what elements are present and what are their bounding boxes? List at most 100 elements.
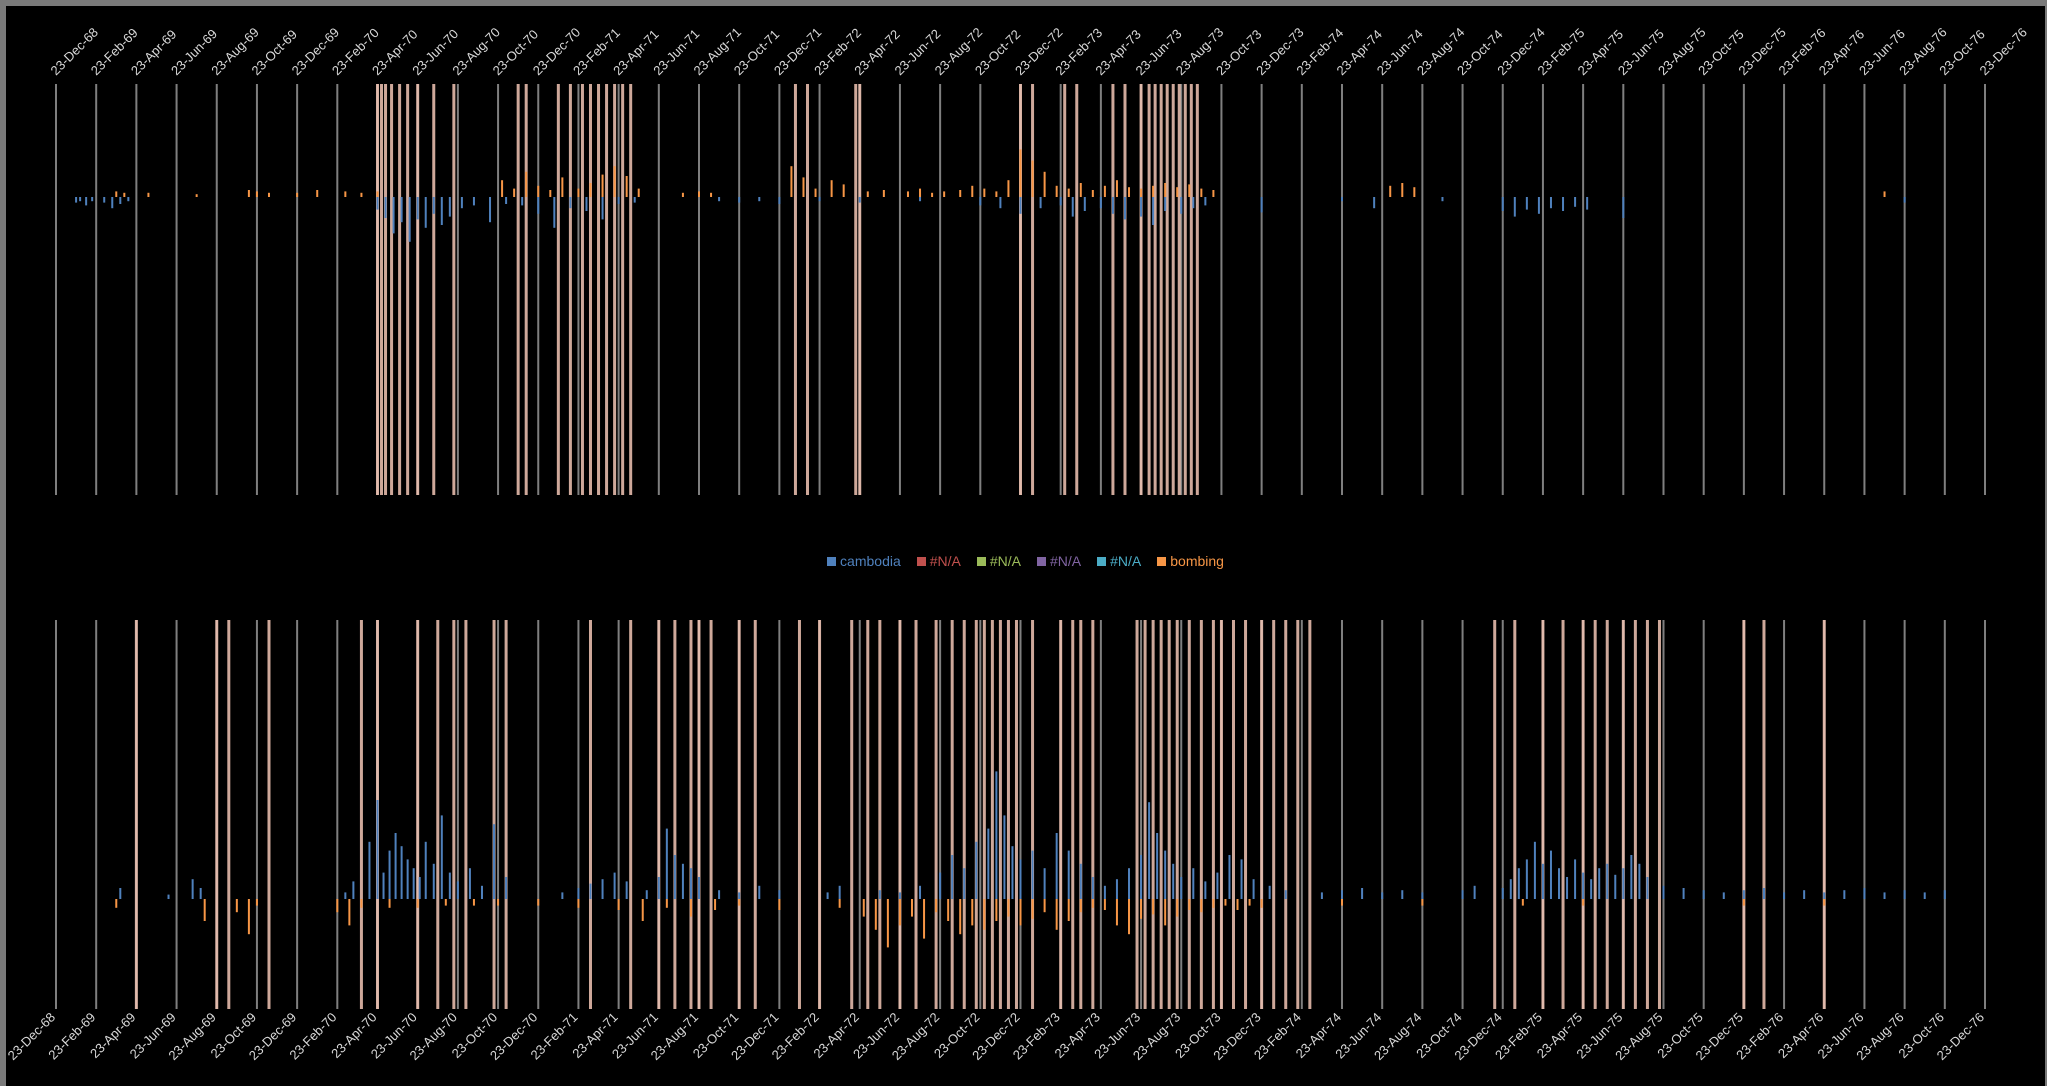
bar-cambodia: [999, 197, 1002, 209]
bar-cambodia: [79, 197, 82, 202]
bar-cambodia: [432, 197, 435, 214]
bar-cambodia: [778, 890, 781, 899]
bar-bombing: [1401, 183, 1404, 197]
highlight-band: [1135, 620, 1139, 1009]
bar-cambodia: [376, 800, 379, 899]
highlight-band: [464, 620, 468, 1009]
bar-cambodia: [521, 197, 524, 206]
bar-cambodia: [975, 841, 978, 899]
bar-cambodia: [1204, 197, 1207, 206]
legend-label: #N/A: [989, 553, 1021, 569]
legend-label: cambodia: [840, 553, 901, 569]
highlight-band: [982, 620, 986, 1009]
bar-cambodia: [1228, 855, 1231, 899]
bar-cambodia: [617, 197, 620, 204]
highlight-band: [793, 84, 797, 495]
bar-cambodia: [1180, 197, 1183, 214]
bar-bombing: [923, 899, 926, 939]
bar-cambodia: [1111, 197, 1114, 214]
bottom-chart: 23-Dec-6823-Feb-6923-Apr-6923-Jun-6923-A…: [6, 620, 1987, 1063]
highlight-band: [1143, 620, 1147, 1009]
bar-cambodia: [601, 197, 604, 220]
bar-bombing: [995, 899, 998, 921]
bar-cambodia: [1574, 859, 1577, 899]
bar-bombing: [1091, 190, 1094, 197]
bar-bombing: [1742, 899, 1745, 906]
bar-cambodia: [681, 863, 684, 899]
highlight-band: [878, 620, 882, 1009]
bar-cambodia: [979, 197, 982, 206]
bar-bombing: [255, 191, 258, 197]
highlight-band: [384, 84, 388, 495]
bar-bombing: [778, 899, 781, 910]
highlight-band: [1111, 84, 1115, 495]
bar-cambodia: [645, 890, 648, 899]
bar-cambodia: [1638, 863, 1641, 899]
legend-item-na-4: #N/A: [1097, 553, 1141, 569]
highlight-band: [452, 620, 456, 1009]
bar-cambodia: [838, 885, 841, 899]
highlight-band: [556, 84, 560, 495]
bar-bombing: [1176, 187, 1179, 197]
highlight-band: [1762, 620, 1766, 1009]
highlight-band: [380, 84, 384, 495]
highlight-band: [1822, 620, 1826, 1009]
bar-cambodia: [1152, 197, 1155, 225]
bar-bombing: [348, 899, 351, 926]
highlight-band: [1006, 620, 1010, 1009]
bar-cambodia: [1702, 890, 1705, 899]
legend-swatch: [976, 556, 986, 566]
highlight-band: [1742, 620, 1746, 1009]
bar-bombing: [1200, 899, 1203, 913]
bar-cambodia: [424, 197, 427, 228]
highlight-band: [806, 84, 810, 495]
bar-cambodia: [384, 197, 387, 218]
legend-item-bombing: bombing: [1157, 553, 1224, 569]
bar-cambodia: [505, 197, 508, 204]
highlight-band: [1187, 620, 1191, 1009]
highlight-band: [1513, 620, 1517, 1009]
highlight-band: [1139, 84, 1143, 495]
bar-cambodia: [408, 197, 411, 242]
highlight-band: [390, 84, 394, 495]
bar-cambodia: [1622, 197, 1625, 218]
highlight-band: [1079, 620, 1083, 1009]
highlight-band: [1605, 620, 1609, 1009]
highlight-band: [621, 84, 625, 495]
bar-bombing: [1055, 185, 1058, 197]
bar-cambodia: [1513, 197, 1516, 217]
bar-bombing: [866, 191, 869, 197]
bar-cambodia: [1240, 859, 1243, 899]
highlight-band: [1063, 84, 1067, 495]
bar-bombing: [472, 899, 475, 906]
bar-cambodia: [1361, 888, 1364, 899]
bar-cambodia: [1622, 868, 1625, 899]
bar-bombing: [444, 899, 447, 906]
bar-cambodia: [1762, 888, 1765, 899]
bar-cambodia: [432, 863, 435, 899]
bar-cambodia: [1441, 197, 1444, 202]
bar-cambodia: [758, 885, 761, 899]
highlight-band: [436, 620, 440, 1009]
highlight-band: [858, 84, 862, 495]
bar-bombing: [947, 899, 950, 921]
bar-cambodia: [388, 850, 391, 899]
bar-cambodia: [1525, 859, 1528, 899]
bar-cambodia: [1123, 197, 1126, 220]
bar-cambodia: [448, 872, 451, 899]
highlight-band: [866, 620, 870, 1009]
bar-bombing: [589, 183, 592, 197]
highlight-band: [588, 620, 592, 1009]
bar-cambodia: [1091, 877, 1094, 899]
bar-cambodia: [75, 197, 78, 203]
bar-cambodia: [633, 197, 636, 203]
highlight-band: [1493, 620, 1497, 1009]
bar-cambodia: [718, 890, 721, 899]
highlight-band: [934, 620, 938, 1009]
bar-bombing: [983, 188, 986, 197]
bar-cambodia: [1501, 197, 1504, 211]
bar-bombing: [1140, 188, 1143, 197]
legend-swatch: [1157, 556, 1167, 566]
bar-bombing: [1067, 188, 1070, 197]
bar-bombing: [235, 899, 238, 913]
